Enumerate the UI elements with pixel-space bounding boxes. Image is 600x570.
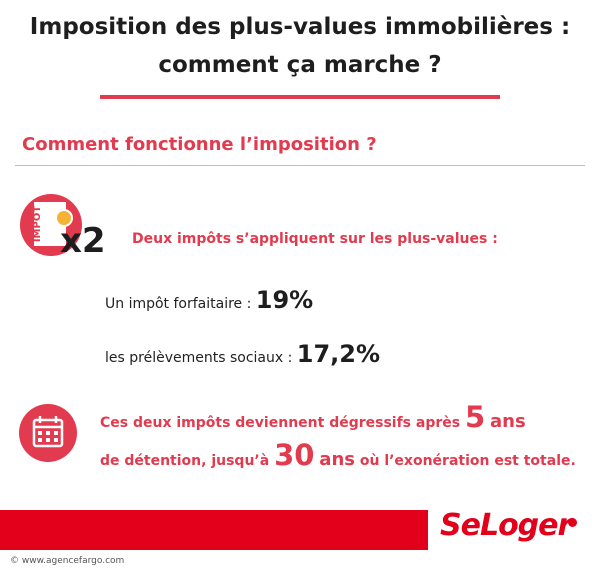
footer-bar — [0, 510, 428, 550]
note-text: de détention, jusqu’à — [100, 453, 270, 469]
title-line: comment ça marche ? — [158, 52, 442, 78]
brand-logo: SeLoger — [440, 508, 572, 543]
note-number: 5 — [464, 400, 486, 434]
note-number: 30 — [274, 438, 315, 472]
calendar-icon — [19, 404, 77, 462]
item-label: Un impôt forfaitaire : — [105, 296, 252, 312]
note-unit: ans — [490, 411, 526, 432]
icon-label: IMPÔT — [30, 206, 43, 243]
section-heading: Comment fonctionne l’imposition ? — [22, 134, 377, 155]
section-rule — [15, 165, 585, 166]
tax-item: Un impôt forfaitaire : 19% — [105, 286, 313, 314]
item-label: les prélèvements sociaux : — [105, 350, 293, 366]
note-line: de détention, jusqu’à 30 ans où l’exonér… — [100, 438, 576, 472]
logo-dot — [568, 518, 577, 527]
note-text: où l’exonération est totale. — [359, 453, 576, 469]
note-line: Ces deux impôts deviennent dégressifs ap… — [100, 400, 526, 434]
intro: Deux impôts s’appliquent sur les plus-va… — [132, 231, 498, 247]
tax-icon: IMPÔT x2 — [20, 194, 106, 261]
item-rate: 17,2% — [296, 340, 381, 368]
multiplier: x2 — [60, 221, 106, 261]
item-rate: 19% — [255, 286, 314, 314]
note-text: Ces deux impôts deviennent dégressifs ap… — [100, 415, 461, 431]
title-rule — [100, 95, 500, 99]
note-unit: ans — [319, 449, 355, 470]
credit: © www.agencefargo.com — [10, 556, 125, 566]
tax-item: les prélèvements sociaux : 17,2% — [105, 340, 380, 368]
title-line: Imposition des plus-values immobilières … — [29, 14, 571, 40]
